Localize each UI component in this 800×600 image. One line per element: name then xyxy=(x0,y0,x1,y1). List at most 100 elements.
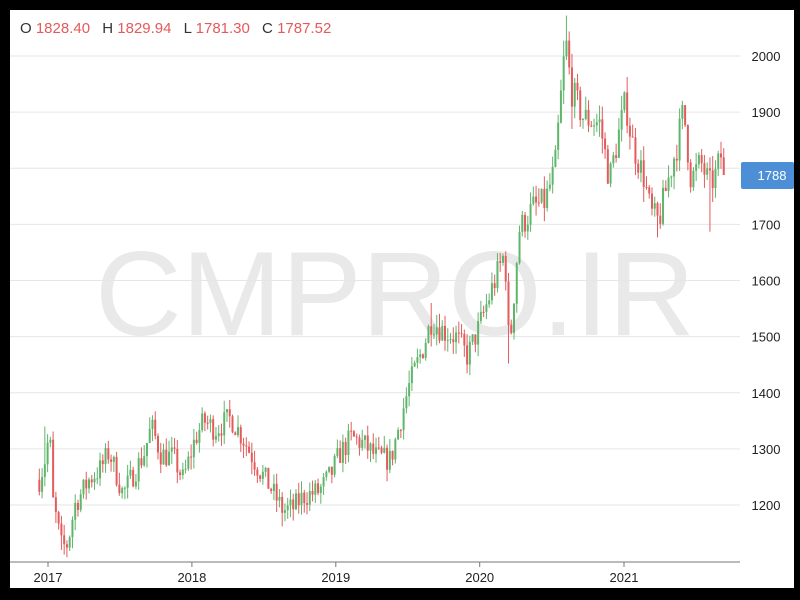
candle-body xyxy=(90,479,93,483)
candle xyxy=(419,349,422,364)
candle xyxy=(328,466,331,474)
candle xyxy=(121,486,124,499)
candle xyxy=(179,469,182,480)
candle-body xyxy=(590,125,593,127)
candle-body xyxy=(474,334,477,345)
candle xyxy=(352,430,355,437)
candle-body xyxy=(168,451,171,466)
candle xyxy=(562,40,565,105)
candle xyxy=(206,415,209,430)
candle-body xyxy=(399,430,402,432)
candle-body xyxy=(341,441,344,463)
candle-body xyxy=(76,502,79,510)
candle xyxy=(424,338,427,361)
candle-body xyxy=(692,170,695,188)
candle-body xyxy=(482,311,485,313)
candle-body xyxy=(606,149,609,184)
candle-body xyxy=(466,345,469,365)
candle xyxy=(573,77,576,119)
candle xyxy=(568,31,571,75)
candle xyxy=(394,437,397,464)
candle xyxy=(570,53,573,129)
candle xyxy=(272,474,275,501)
candle xyxy=(435,314,438,346)
open-value: 1828.40 xyxy=(35,20,91,37)
candle-body xyxy=(264,467,267,472)
candle xyxy=(90,474,93,488)
close-value: 1787.52 xyxy=(277,20,332,37)
candle xyxy=(449,332,452,344)
candle-body xyxy=(408,383,411,397)
candle-body xyxy=(587,109,590,126)
candle xyxy=(441,320,444,341)
candle-body xyxy=(601,119,604,139)
candle xyxy=(383,436,386,454)
candle xyxy=(518,225,521,265)
candle-body xyxy=(192,439,195,458)
candle xyxy=(697,152,700,169)
candle-body xyxy=(201,413,204,431)
candle xyxy=(270,487,273,494)
candle-body xyxy=(297,493,300,506)
candle-body xyxy=(609,163,612,184)
candle-body xyxy=(441,326,444,341)
candle-body xyxy=(546,188,549,208)
y-tick-label: 2000 xyxy=(752,49,781,64)
candle xyxy=(151,415,154,442)
candle-body xyxy=(344,441,347,456)
candle xyxy=(278,489,281,508)
candle-body xyxy=(306,503,309,505)
candle-body xyxy=(615,155,618,158)
candle xyxy=(543,176,546,222)
candle xyxy=(38,468,41,496)
candle xyxy=(656,201,659,238)
gridlines xyxy=(10,55,740,506)
candle-body xyxy=(496,261,499,289)
candle xyxy=(609,161,612,188)
candle-body xyxy=(184,468,187,470)
candle-body xyxy=(427,326,430,343)
candle xyxy=(319,483,322,504)
candle-body xyxy=(686,125,689,163)
candle-body xyxy=(325,471,328,478)
candle xyxy=(322,472,325,495)
candle xyxy=(330,466,333,484)
candle xyxy=(361,429,364,451)
candle-body xyxy=(388,450,391,470)
candle xyxy=(711,155,714,202)
candle-body xyxy=(548,184,551,189)
candle-body xyxy=(684,105,687,126)
candle xyxy=(339,440,342,464)
candle xyxy=(377,436,380,450)
candle-body xyxy=(234,432,237,436)
candle xyxy=(463,329,466,357)
candle-body xyxy=(165,449,168,466)
candle xyxy=(237,415,240,438)
candle xyxy=(231,414,234,434)
candle-body xyxy=(562,56,565,91)
y-tick-label: 1900 xyxy=(752,105,781,120)
candle-body xyxy=(272,483,275,491)
close-label: C xyxy=(262,20,273,37)
candle xyxy=(565,15,568,60)
candle-body xyxy=(129,469,132,476)
candle xyxy=(99,452,102,487)
candle-body xyxy=(394,439,397,460)
candle-body xyxy=(722,157,725,175)
candle-body xyxy=(648,187,651,194)
candle-body xyxy=(107,448,110,460)
candle xyxy=(529,192,532,232)
candle-body xyxy=(485,304,488,312)
candle-body xyxy=(242,443,245,446)
candle-body xyxy=(529,203,532,225)
candle xyxy=(52,431,55,498)
candle xyxy=(115,451,118,487)
candle xyxy=(259,474,262,483)
candle xyxy=(485,293,488,320)
candle-body xyxy=(49,439,52,443)
candle xyxy=(43,426,46,487)
candle-body xyxy=(170,447,173,452)
candle xyxy=(457,321,460,344)
y-tick-label: 1500 xyxy=(752,330,781,345)
